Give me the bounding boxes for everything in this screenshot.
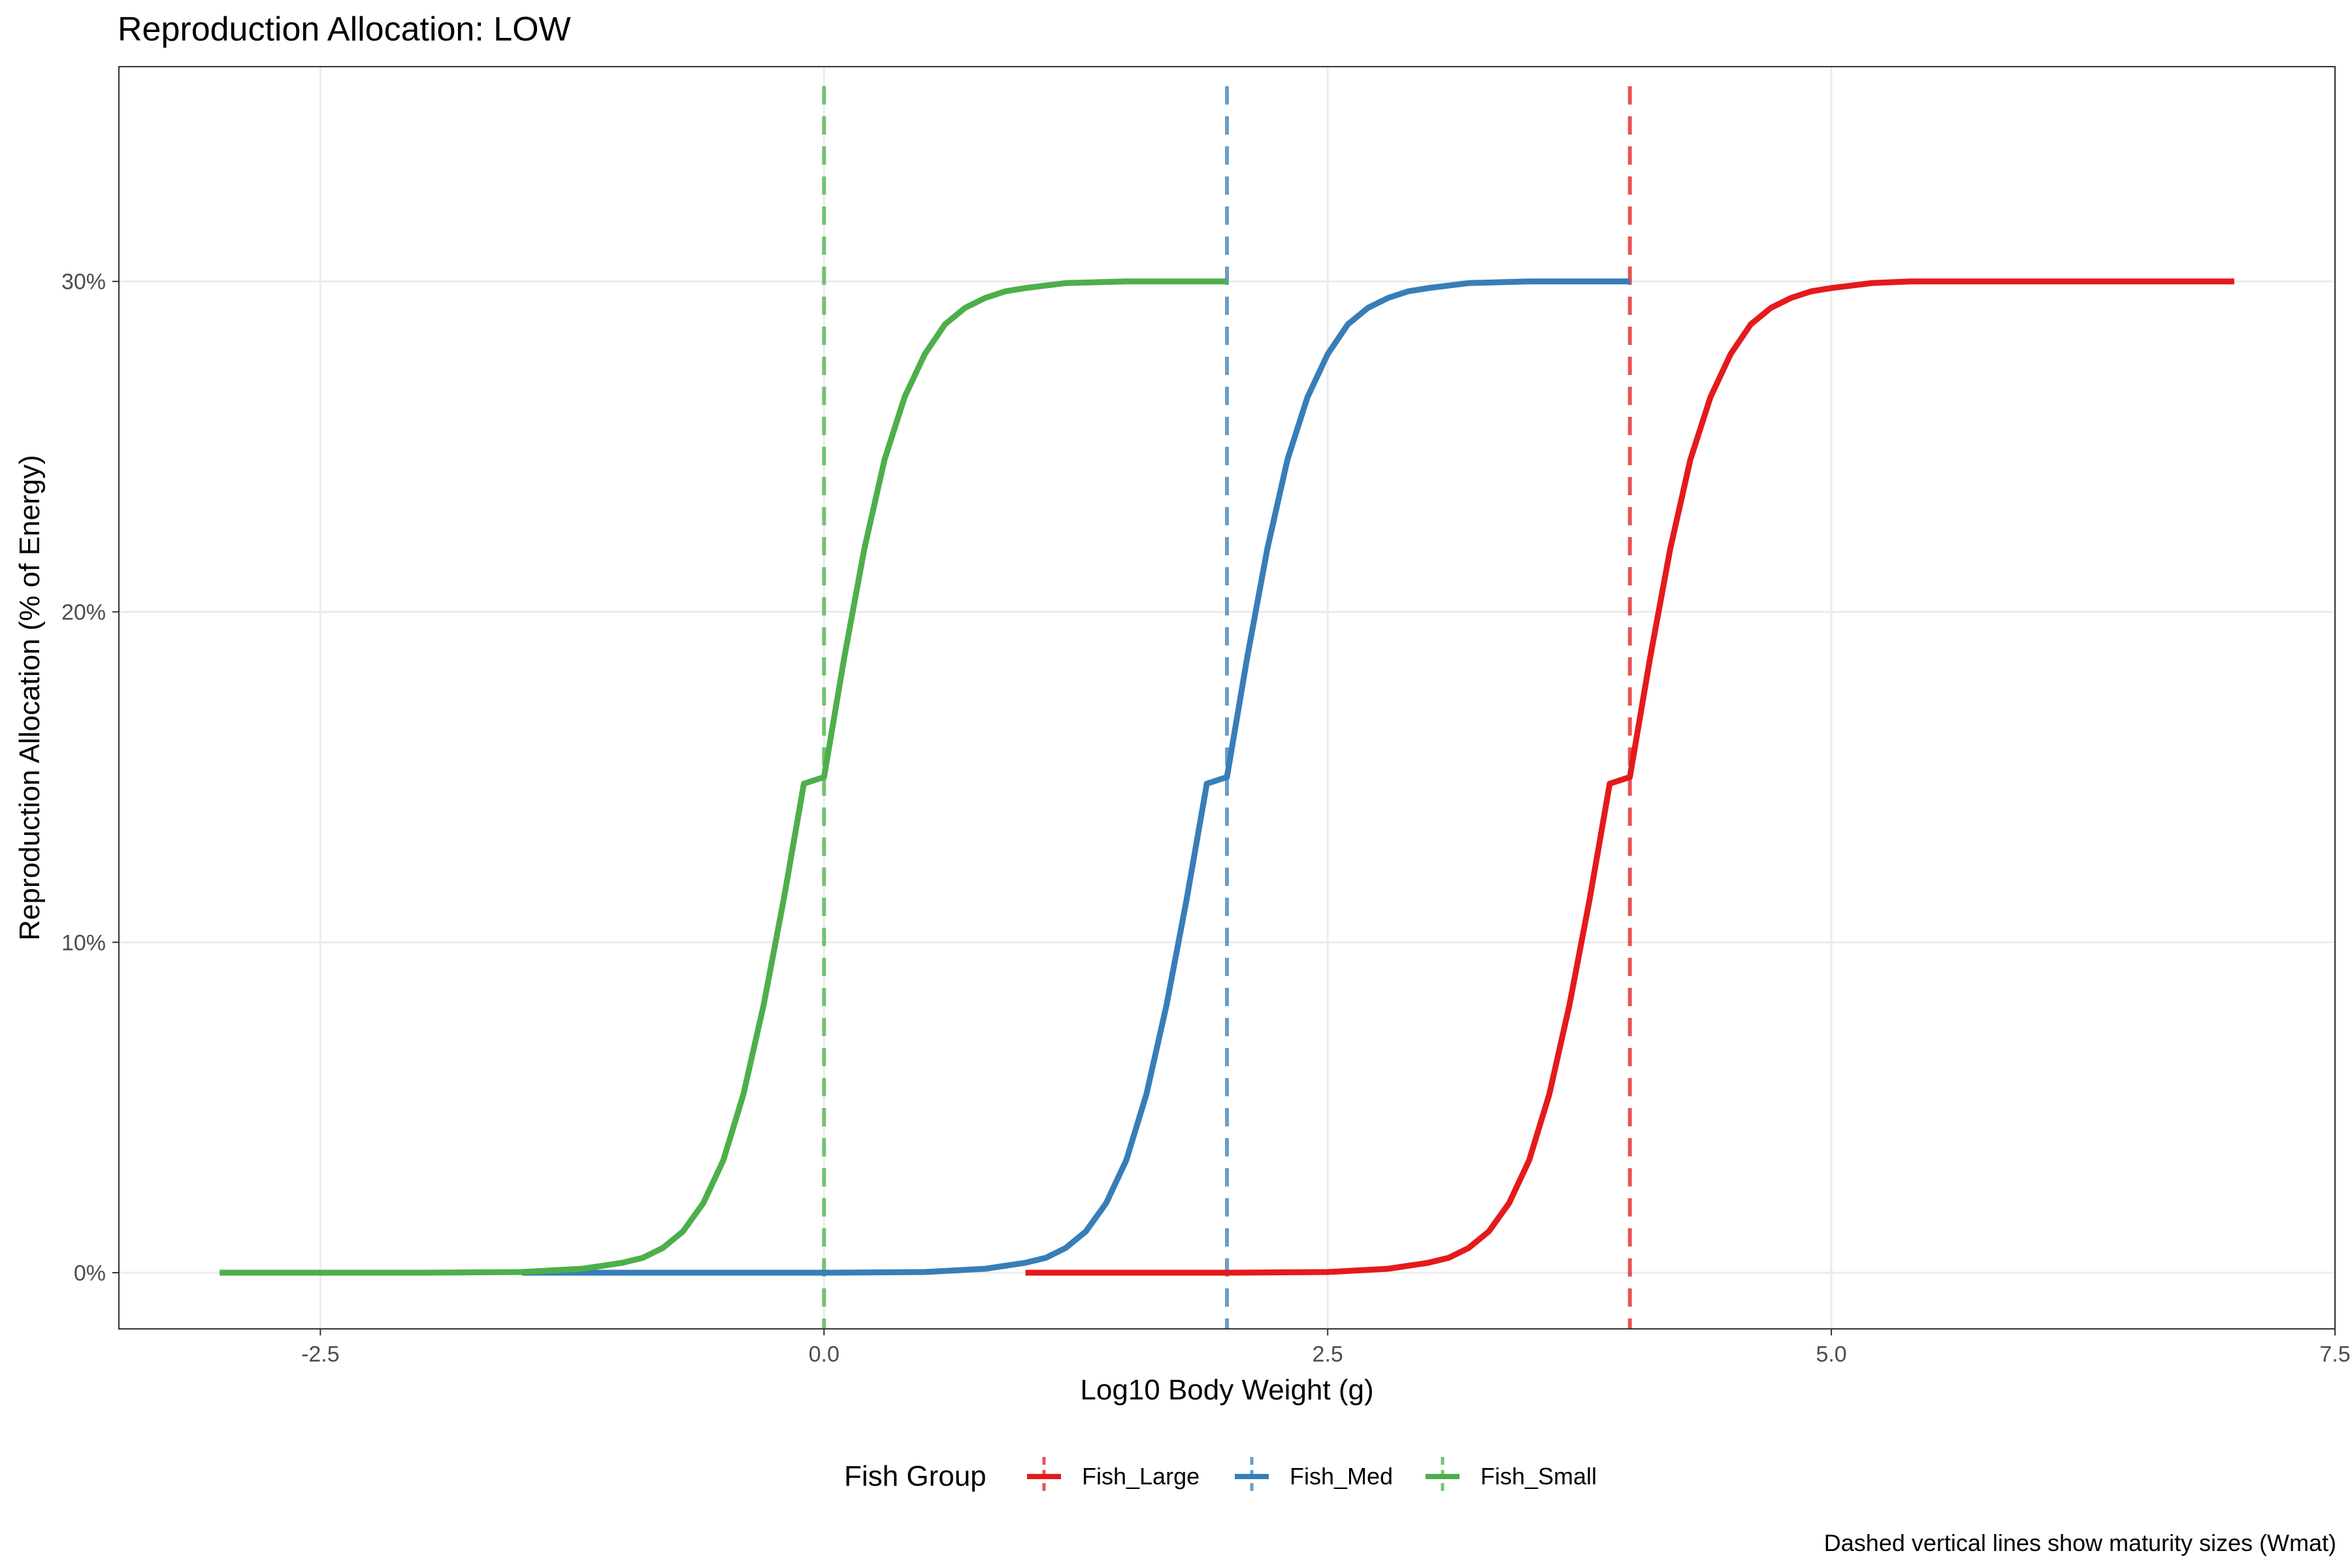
legend-label: Fish_Small [1480, 1463, 1597, 1490]
legend-item-fish-large: Fish_Large [1027, 1457, 1200, 1496]
series-lines [220, 278, 2234, 1276]
maturity-lines [822, 86, 1632, 1329]
legend-label: Fish_Large [1082, 1463, 1200, 1490]
series-line-fish-med [521, 278, 1630, 1276]
legend: Fish Group Fish_Large Fish_Med Fish_Small [844, 1457, 1597, 1496]
x-tick-label: 2.5 [1313, 1342, 1343, 1367]
legend-label: Fish_Med [1290, 1463, 1393, 1490]
y-axis-ticks: 0% 10% 20% 30% [61, 270, 119, 1286]
x-axis-title: Log10 Body Weight (g) [1080, 1374, 1373, 1406]
y-tick-label: 0% [74, 1261, 106, 1286]
legend-item-fish-med: Fish_Med [1235, 1457, 1393, 1496]
y-tick-label: 30% [61, 270, 106, 295]
legend-item-fish-small: Fish_Small [1426, 1457, 1597, 1496]
chart-title: Reproduction Allocation: LOW [118, 10, 571, 48]
x-tick-label: 0.0 [809, 1342, 840, 1367]
series-line-fish-small [220, 278, 1227, 1276]
x-tick-label: 7.5 [2319, 1342, 2350, 1367]
series-line-fish-large [1025, 278, 2234, 1276]
legend-title: Fish Group [844, 1460, 987, 1492]
y-tick-label: 20% [61, 600, 106, 625]
y-axis-title: Reproduction Allocation (% of Energy) [14, 455, 46, 941]
chart-caption: Dashed vertical lines show maturity size… [1824, 1529, 2336, 1556]
x-tick-label: 5.0 [1816, 1342, 1846, 1367]
x-tick-label: -2.5 [301, 1342, 340, 1367]
x-axis-ticks: -2.5 0.0 2.5 5.0 7.5 [301, 1329, 2351, 1367]
plot-panel-border [118, 66, 2336, 1330]
y-tick-label: 10% [61, 930, 106, 955]
